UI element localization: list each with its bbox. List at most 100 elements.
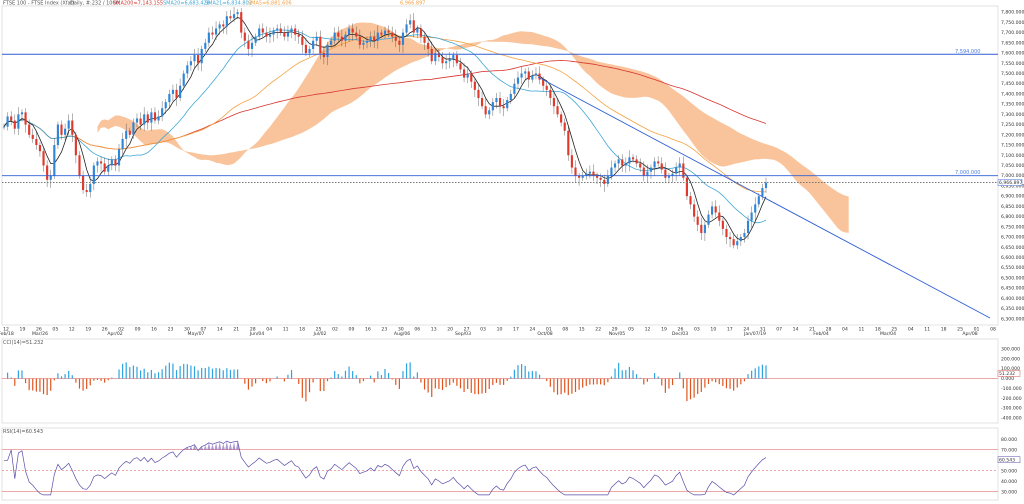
cci-bar [125,362,127,379]
main-panel [1,5,999,326]
candle-body [261,28,264,33]
x-tick-label: 30 [398,327,404,333]
x-tick-label: 23 [168,327,174,333]
x-tick-label: 05 [628,327,634,333]
candle-body [502,106,505,109]
rsi-label: RSI(14)=60.543 [3,429,43,435]
x-month-label: Nov/05 [609,331,625,337]
cci-bar [352,371,354,379]
candle-body [520,73,523,78]
rsi-y-tick-label: 40.000 [1001,479,1017,485]
candle-body [642,167,645,176]
candle-body [326,44,329,58]
candle-body [542,79,545,86]
cci-bar [434,378,436,389]
candle-body [560,114,563,123]
candle-body [725,228,728,238]
cci-bar [600,378,602,385]
y-tick-label: 6,500.000 [1001,275,1024,281]
rsi-overbought-fill [182,441,240,450]
cci-bar [287,374,289,379]
x-tick-label: 03 [480,327,486,333]
price-tag-label: 6,966.897 [999,180,1022,186]
cci-bar [107,378,109,381]
cci-bar [283,378,285,382]
cci-bar [618,362,620,379]
candle-body [434,53,437,62]
y-tick-label: 7,300.000 [1001,112,1024,118]
candle-body [703,224,706,233]
cci-bar [503,378,505,385]
cci-bar [104,378,106,383]
candle-body [664,169,667,178]
candle-body [466,73,469,78]
cci-bar [689,378,692,400]
cci-bar [592,378,595,385]
y-tick-label: 7,250.000 [1001,122,1024,128]
candle-body [110,159,113,166]
candle-body [297,34,300,37]
candle-body [721,220,724,229]
cci-bar [165,365,167,379]
y-tick-label: 6,600.000 [1001,255,1024,261]
cci-bar [632,370,634,379]
cci-bar [53,378,55,381]
candle-body [179,85,182,99]
cci-bar [582,378,584,388]
cci-bar [265,378,267,384]
candle-body [290,28,293,33]
cci-bar [226,368,228,379]
candle-body [276,28,279,31]
cci-bar [506,378,508,381]
cci-bar [546,378,548,382]
cci-bar [373,378,375,383]
cci-bar [485,378,487,393]
cci-bar [553,378,555,393]
cci-bar [154,373,156,379]
candle-body [164,102,167,109]
candle-body [495,98,498,103]
candle-body [463,69,466,78]
cci-bar [625,369,627,379]
candle-body [250,42,254,49]
candle-body [258,28,261,37]
candle-body [728,237,732,240]
candle-body [64,128,67,135]
candle-body [491,102,494,111]
cci-bar [405,363,408,379]
candle-body [527,71,530,80]
x-tick-label: 13 [431,327,437,333]
cci-bar [175,370,178,379]
candle-body [563,122,566,131]
x-tick-label: 21 [809,327,815,333]
cci-bar [39,378,41,392]
y-tick-label: 7,500.000 [1001,71,1024,77]
x-month-label: Jun/04 [249,331,265,337]
cci-bar [758,366,760,379]
cci-bar [585,378,587,386]
cci-bar [398,378,400,389]
candle-body [617,159,620,164]
candle-body [10,116,13,121]
y-tick-label: 6,400.000 [1001,296,1024,302]
x-tick-label: 19 [20,327,26,333]
y-tick-label: 6,950.000 [1001,183,1024,189]
cci-bar [334,371,336,379]
candle-body [631,157,635,160]
cci-bar [495,378,498,383]
candle-body [294,28,297,35]
price-tag [997,179,1023,186]
candle-body [207,32,210,43]
x-tick-label: 03 [694,327,700,333]
candle-body [685,177,688,197]
candle-body [272,30,275,35]
cci-bar [42,378,45,395]
candle-body [365,40,369,43]
x-tick-label: 18 [875,327,881,333]
cci-bar [75,378,77,383]
candle-body [103,163,106,172]
cci-bar [733,378,735,391]
candle-body [739,237,742,242]
candle-body [570,155,573,168]
